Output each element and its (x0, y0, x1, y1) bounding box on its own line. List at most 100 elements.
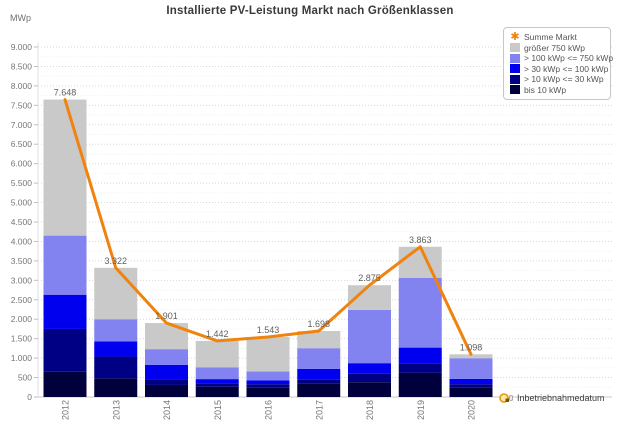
bar-total-label: 1.698 (307, 319, 330, 329)
asterisk-marker-icon: ✱ (510, 30, 520, 43)
x-axis-title-group: Inbetriebnahmedatum (499, 392, 605, 404)
legend-box: ✱ Summe Markt größer 750 kWp > 100 kWp <= 7… (503, 27, 613, 100)
bar-segment[interactable] (145, 349, 188, 365)
x-tick-label: 2018 (365, 400, 375, 420)
bar-segment[interactable] (398, 347, 442, 364)
bar-segment[interactable] (43, 328, 87, 372)
legend-item-label: > 10 kWp <= 30 kWp (524, 74, 604, 85)
bar-segment[interactable] (297, 383, 341, 397)
y-tick-label: 2.500 (11, 295, 33, 305)
bar-segment[interactable] (398, 363, 442, 373)
square-marker-icon (510, 43, 520, 53)
y-tick-label: 8.000 (11, 81, 33, 91)
bar-segment[interactable] (94, 267, 138, 320)
bar-total-label: 1.901 (155, 311, 178, 321)
legend-item[interactable]: > 100 kWp <= 750 kWp (510, 53, 613, 64)
summe-markt-line[interactable] (63, 98, 473, 356)
bar-segment[interactable] (297, 330, 341, 349)
bar-segment[interactable] (94, 319, 138, 342)
legend-item[interactable]: ✱ Summe Markt (510, 30, 605, 43)
bar-segment[interactable] (145, 384, 188, 397)
x-tick-label: 2012 (61, 400, 71, 420)
y-tick-label: 0 (27, 392, 32, 402)
bar-total-label: 3.322 (104, 256, 127, 266)
bar-segment[interactable] (43, 371, 87, 397)
bar-segment[interactable] (246, 371, 290, 381)
bar-segment[interactable] (43, 99, 87, 236)
x-tick-label: 2013 (111, 400, 121, 420)
bar-segment[interactable] (246, 380, 290, 385)
legend-item[interactable]: > 10 kWp <= 30 kWp (510, 74, 605, 85)
legend-item-label: größer 750 kWp (524, 42, 585, 53)
bar-segment[interactable] (43, 294, 87, 329)
bar-segment[interactable] (195, 340, 239, 368)
y-tick-label: 5.000 (11, 198, 33, 208)
square-marker-icon (510, 53, 520, 63)
bar-segment[interactable] (348, 382, 391, 397)
bar-total-label: 2.875 (358, 273, 381, 283)
y-tick-label: 5.500 (11, 178, 33, 188)
legend-item-label: Summe Markt (524, 32, 577, 43)
legend-item[interactable]: größer 750 kWp (510, 43, 605, 54)
bar-segment[interactable] (195, 386, 239, 397)
bar-segment[interactable] (297, 348, 341, 369)
x-tick-label: 2019 (416, 400, 426, 420)
bar-segment[interactable] (145, 364, 188, 380)
x-axis-title: Inbetriebnahmedatum (517, 393, 605, 403)
legend-item-label: > 100 kWp <= 750 kWp (524, 53, 614, 64)
bar-segment[interactable] (449, 378, 493, 385)
bar-total-label: 1.098 (460, 342, 483, 352)
bar-segment[interactable] (195, 383, 239, 387)
bar-total-label: 7.648 (54, 88, 77, 98)
bar-segment[interactable] (348, 309, 391, 364)
square-marker-icon (510, 64, 520, 74)
legend-item-label: > 30 kWp <= 100 kWp (524, 63, 609, 74)
chart-title: Installierte PV-Leistung Markt nach Größ… (166, 5, 454, 17)
bar-segment[interactable] (348, 373, 391, 383)
x-tick-label: 2017 (314, 400, 324, 420)
bar-segment[interactable] (246, 336, 290, 372)
y-tick-label: 500 (18, 373, 32, 383)
bar-segment[interactable] (145, 379, 188, 385)
bar-segment[interactable] (246, 387, 290, 397)
bar-segment[interactable] (398, 372, 442, 397)
bar-segment[interactable] (449, 354, 493, 359)
bar-segment[interactable] (94, 356, 138, 379)
bar-segment[interactable] (94, 378, 138, 397)
y-tick-label: 4.500 (11, 217, 33, 227)
bar-segment[interactable] (195, 367, 239, 380)
y-tick-label: 9.000 (11, 42, 33, 52)
bar-segment[interactable] (348, 363, 391, 374)
legend-item[interactable]: > 30 kWp <= 100 kWp (510, 63, 609, 75)
bar-segment[interactable] (297, 379, 341, 384)
bar-total-label: 3.863 (409, 235, 432, 245)
x-tick-label: 2014 (162, 400, 172, 420)
bar-total-label: 1.442 (206, 329, 229, 339)
bar-segment[interactable] (246, 384, 290, 388)
y-tick-label: 8.500 (11, 61, 33, 71)
y-tick-label: 6.000 (11, 159, 33, 169)
bar-segment[interactable] (195, 379, 239, 384)
bar-segment[interactable] (297, 368, 341, 380)
inbetriebnahmedatum-icon[interactable] (499, 392, 513, 404)
x-tick-label: 2015 (213, 400, 223, 420)
bar-segment[interactable] (449, 387, 493, 397)
bar-total-label: 1.543 (257, 325, 280, 335)
y-axis-unit-label: MWp (10, 13, 31, 23)
bar-segment[interactable] (398, 278, 442, 348)
bar-segment[interactable] (43, 235, 87, 295)
y-tick-label: 3.500 (11, 256, 33, 266)
y-tick-label: 4.000 (11, 236, 33, 246)
y-tick-label: 6.500 (11, 139, 33, 149)
x-tick-label: 2020 (467, 400, 477, 420)
bar-segment[interactable] (398, 246, 442, 278)
x-tick-label: 2016 (264, 400, 274, 420)
bar-segment[interactable] (449, 358, 493, 379)
bar-segment[interactable] (94, 341, 138, 357)
square-marker-icon (510, 74, 520, 84)
legend-item[interactable]: bis 10 kWp (510, 85, 605, 96)
y-tick-label: 1.500 (11, 334, 33, 344)
bar-segment[interactable] (449, 384, 493, 388)
